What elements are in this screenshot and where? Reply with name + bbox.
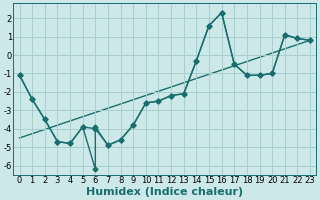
X-axis label: Humidex (Indice chaleur): Humidex (Indice chaleur) — [86, 187, 244, 197]
